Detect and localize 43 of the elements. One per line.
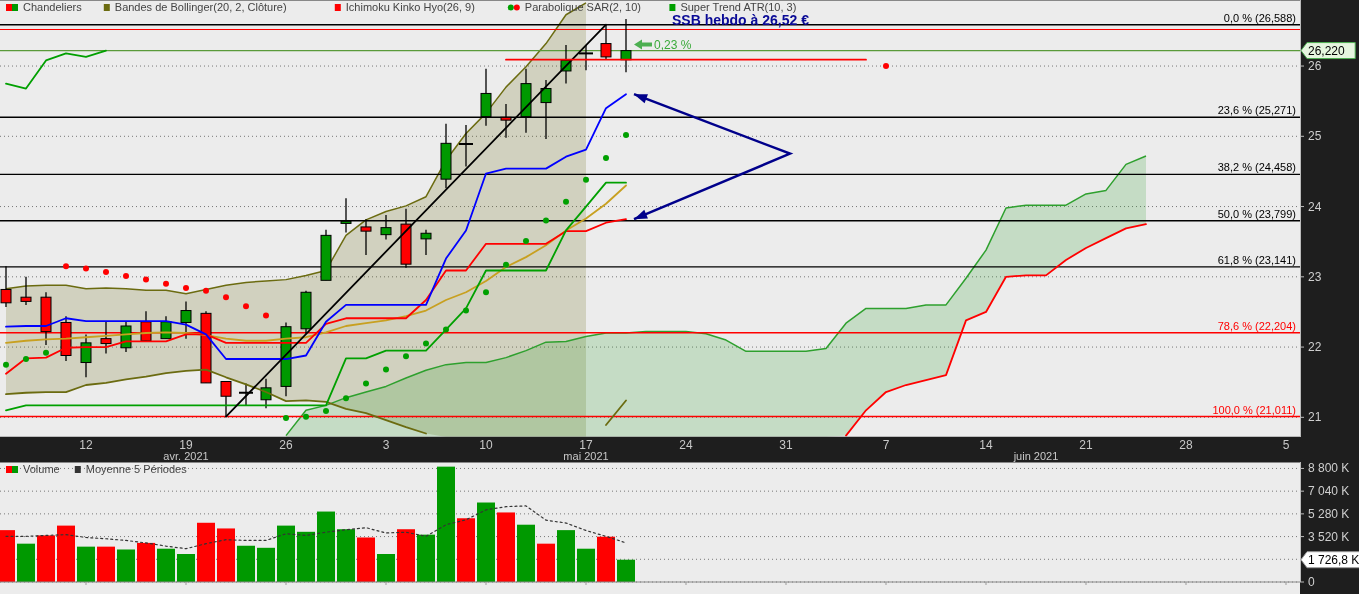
x-tick-label: 3 xyxy=(382,438,390,452)
text: 1 726,8 K xyxy=(1308,552,1359,567)
annotation: mai 2021 xyxy=(563,450,609,462)
x-tick-label: 14 xyxy=(979,438,993,452)
ref-line-label: 61,8 % (23,141) xyxy=(1217,253,1296,266)
x-tick-label: 12 xyxy=(79,438,93,452)
x-tick-label: 19 xyxy=(179,438,193,452)
annotation: 0,23 % xyxy=(654,37,692,52)
legend-label: Bandes de Bollinger(20, 2, Clôture) xyxy=(114,1,287,13)
x-tick-label: 28 xyxy=(1179,438,1193,452)
y-tick-label: 3 520 K xyxy=(1308,529,1350,544)
y-tick-label: 0 xyxy=(1308,575,1315,589)
ref-line-label: 50,0 % (23,799) xyxy=(1217,207,1296,220)
x-tick-label: 10 xyxy=(479,438,493,452)
y-tick-label: 7 040 K xyxy=(1308,484,1350,499)
x-tick-label: 24 xyxy=(679,438,693,452)
x-tick-label: 21 xyxy=(1079,438,1093,452)
ref-line-label: 23,6 % (25,271) xyxy=(1217,104,1296,117)
legend-label: Moyenne 5 Périodes xyxy=(85,463,188,475)
ref-line-label: 0,0 % (26,588) xyxy=(1223,11,1296,24)
y-tick-label: 22 xyxy=(1308,340,1322,355)
x-tick-label: 31 xyxy=(779,438,793,452)
y-tick-label: 23 xyxy=(1308,269,1322,284)
x-tick-label: 7 xyxy=(882,438,890,452)
x-tick-label: 17 xyxy=(579,438,593,452)
ref-line-label: 78,6 % (22,204) xyxy=(1217,319,1296,332)
x-tick-label: 5 xyxy=(1282,438,1290,452)
legend-label: Super Trend ATR(10, 3) xyxy=(680,1,797,13)
annotation: juin 2021 xyxy=(1012,450,1059,462)
y-tick-label: 26 xyxy=(1308,59,1322,74)
y-tick-label: 8 800 K xyxy=(1308,461,1350,476)
y-tick-label: 24 xyxy=(1308,199,1322,214)
legend-label: Volume xyxy=(23,463,60,475)
legend-label: Chandeliers xyxy=(23,1,83,13)
ref-line-label: 100,0 % (21,011) xyxy=(1212,403,1296,416)
legend-label: Ichimoku Kinko Hyo(26, 9) xyxy=(345,1,475,13)
y-tick-label: 5 280 K xyxy=(1308,506,1350,521)
y-tick-label: 25 xyxy=(1308,129,1322,144)
annotation: avr. 2021 xyxy=(163,450,209,462)
text: 26,220 xyxy=(1308,43,1346,58)
x-tick-label: 26 xyxy=(279,438,293,452)
ref-line-label: 38,2 % (24,458) xyxy=(1217,161,1296,174)
y-tick-label: 21 xyxy=(1308,410,1322,425)
